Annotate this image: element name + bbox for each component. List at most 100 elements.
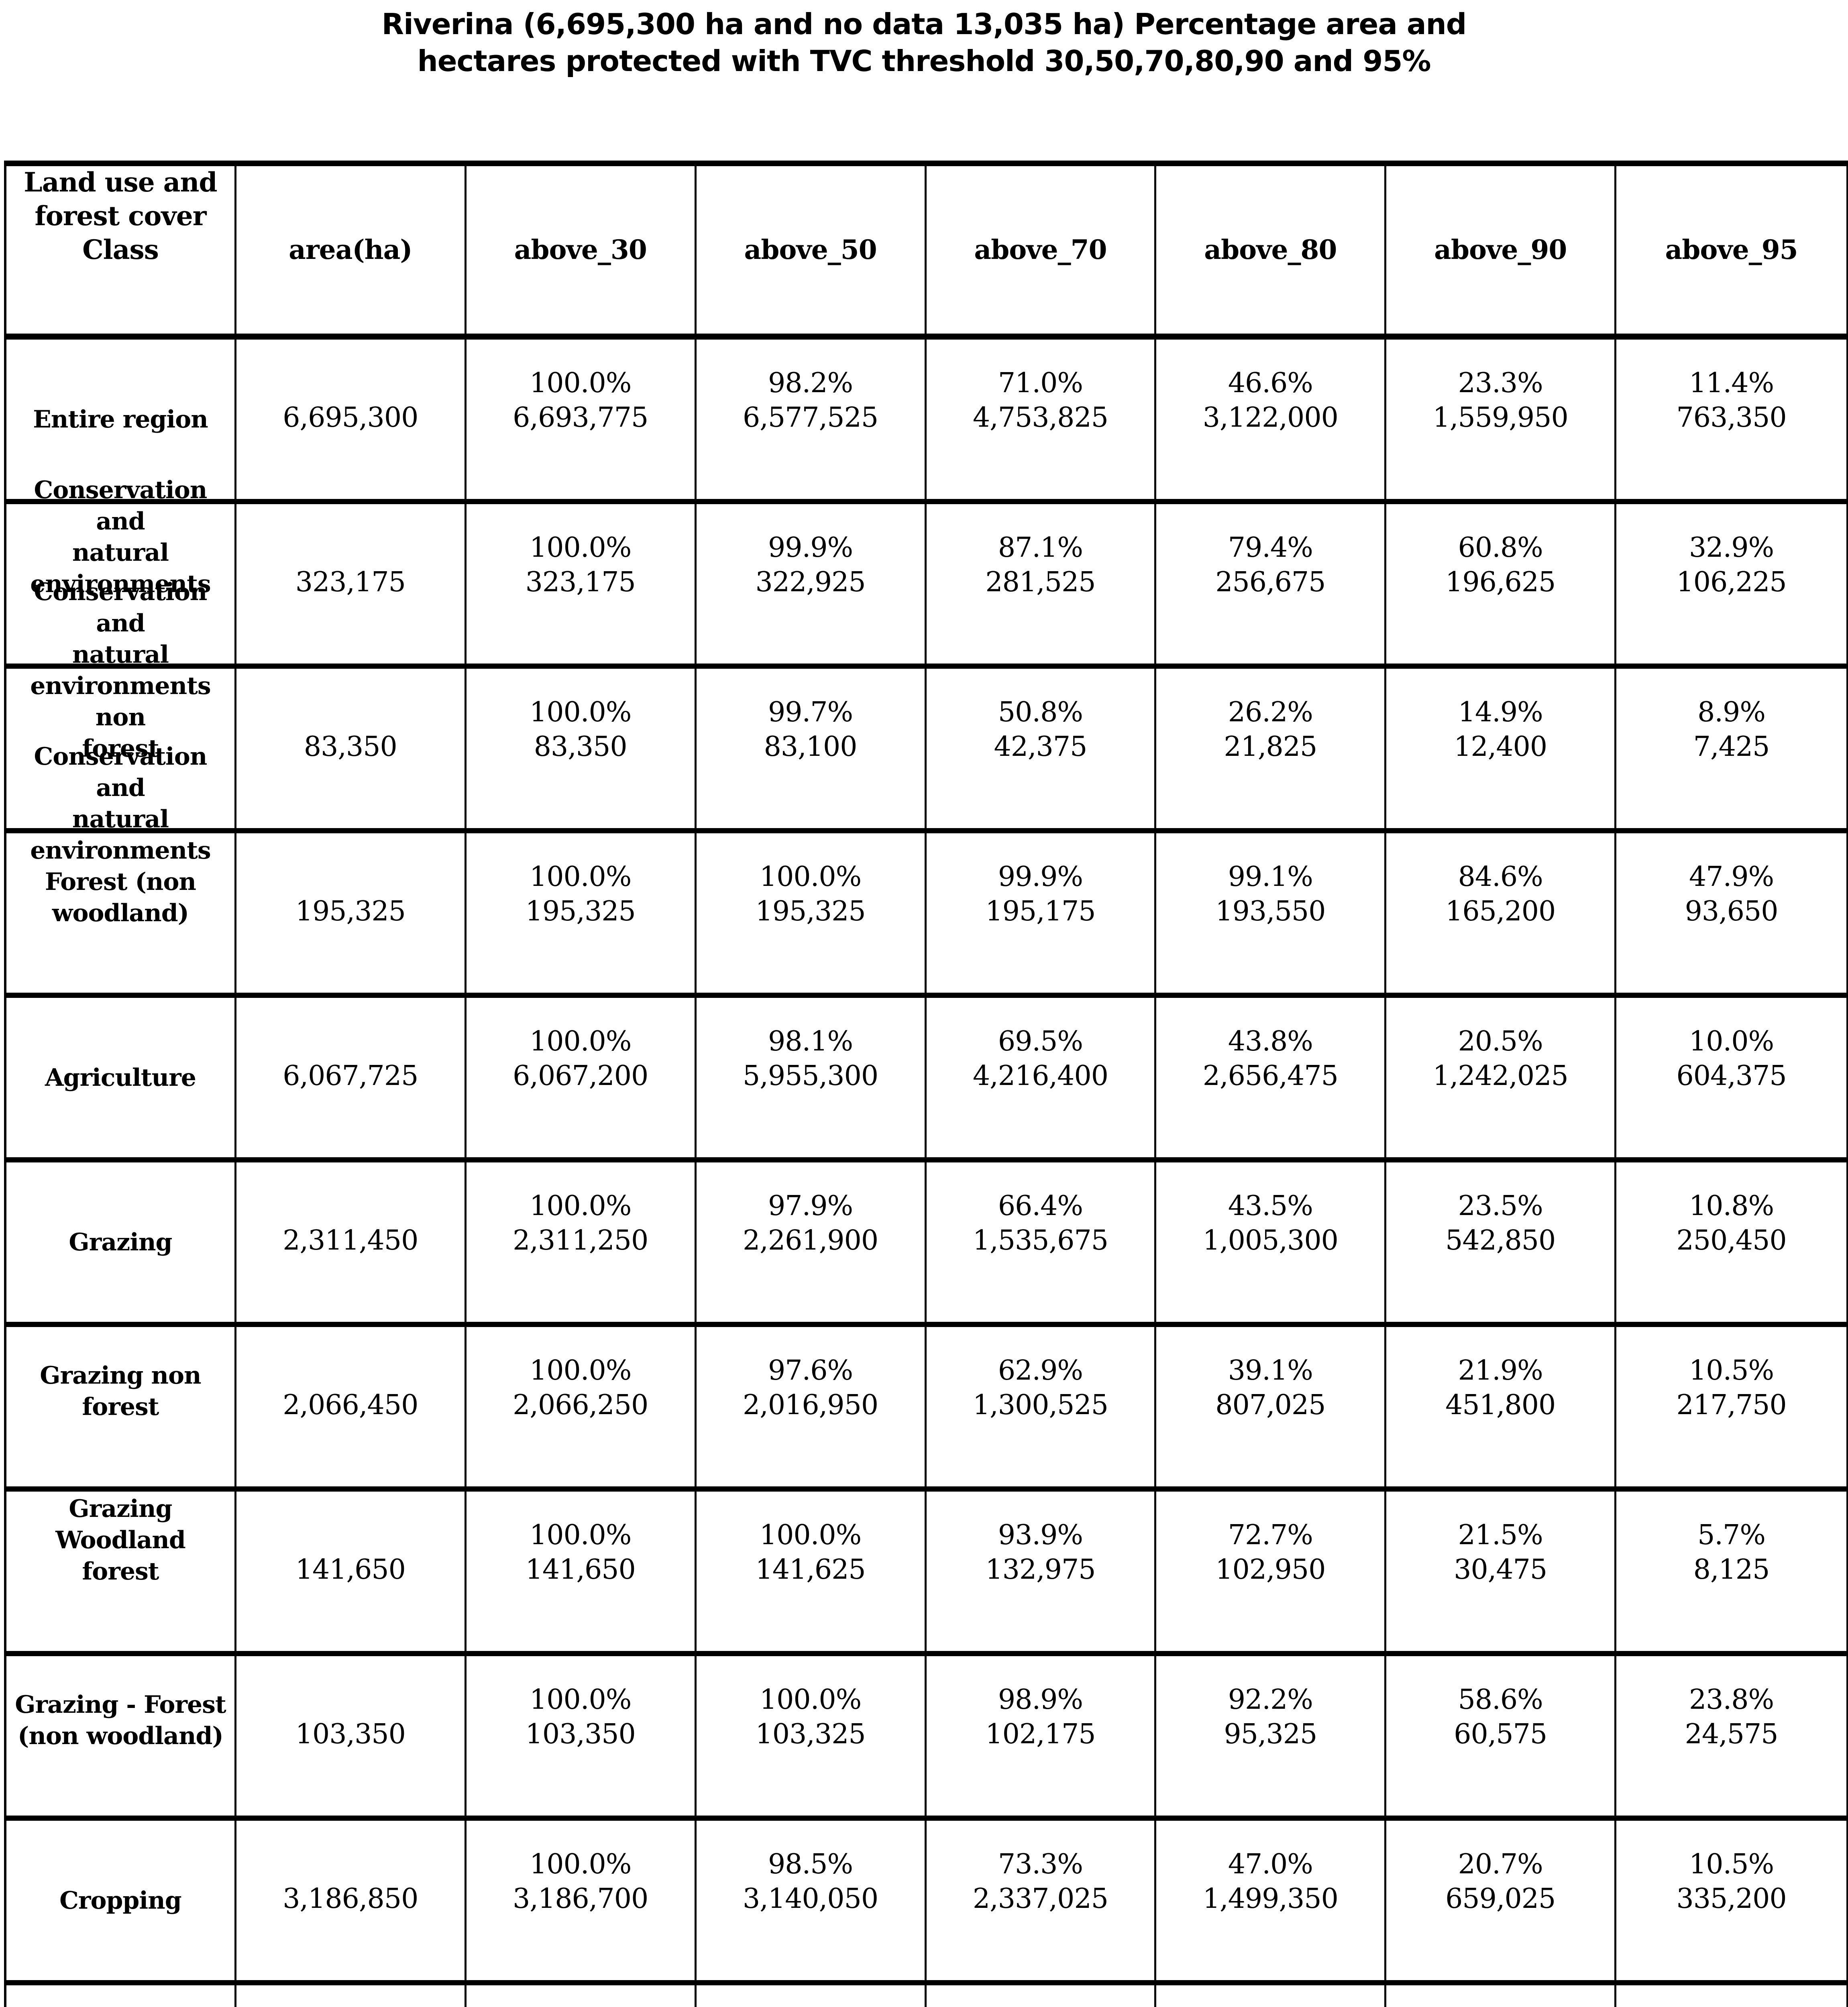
percent-value: 10.8% <box>1689 1190 1774 1222</box>
threshold-cell-above-70: 98.9% 102,175 <box>926 1656 1157 1821</box>
land-use-class-label: Agriculture <box>45 1064 196 1092</box>
percent-value: 100.0% <box>759 1519 862 1551</box>
hectares-value: 1,242,025 <box>1432 1060 1569 1092</box>
land-use-class-label: Conservation and natural environments no… <box>30 578 211 763</box>
threshold-cell-above-50: 100.0% 141,625 <box>696 1492 927 1656</box>
threshold-cell-above-30: 100.0% 323,175 <box>466 504 697 669</box>
land-use-class-label: Conservation and natural environments Fo… <box>30 743 211 928</box>
percent-value: 100.0% <box>530 1519 632 1551</box>
hectares-value: 1,499,350 <box>1202 1883 1339 1915</box>
hectares-value: 2,261,900 <box>743 1225 878 1257</box>
percent-value: 100.0% <box>530 861 632 893</box>
percent-value: 98.1% <box>768 1026 853 1058</box>
hectares-value: 141,650 <box>525 1554 636 1586</box>
threshold-cell-above-95: 5.7% 8,125 <box>1616 1492 1846 1656</box>
percent-value: 32.9% <box>1689 532 1774 564</box>
percent-value: 47.0% <box>1228 1848 1313 1881</box>
percent-value: 99.9% <box>998 861 1083 893</box>
threshold-cell-above-90: 23.5% 542,850 <box>1386 1162 1617 1327</box>
column-header-class: Land use and forest cover Class <box>6 166 236 340</box>
land-use-class-cell: Grazing non forest <box>6 1327 236 1492</box>
threshold-cell-above-95: 3.3%18,600 <box>1616 1985 1846 2007</box>
percent-value: 97.9% <box>768 1190 853 1222</box>
hectares-value: 1,559,950 <box>1432 402 1569 434</box>
threshold-cell-above-90: 14.9% 12,400 <box>1386 669 1617 833</box>
percent-value: 43.5% <box>1228 1190 1313 1222</box>
area-ha-value: 2,066,450 <box>283 1389 418 1421</box>
hectares-value: 3,186,700 <box>513 1883 648 1915</box>
hectares-value: 335,200 <box>1676 1883 1787 1915</box>
area-ha-cell: 103,350 <box>236 1656 467 1821</box>
percent-value: 84.6% <box>1458 861 1543 893</box>
percent-value: 100.0% <box>759 1684 862 1716</box>
percent-value: 21.5% <box>1458 1519 1543 1551</box>
threshold-cell-above-70: 73.3% 2,337,025 <box>926 1821 1157 1985</box>
hectares-value: 6,067,200 <box>513 1060 648 1092</box>
area-ha-cell: 195,325 <box>236 833 467 998</box>
threshold-cell-above-70: 93.9% 132,975 <box>926 1492 1157 1656</box>
percent-value: 100.0% <box>759 861 862 893</box>
column-header-above-95: above_95 <box>1616 166 1846 340</box>
land-use-class-label: Grazing Woodland forest <box>55 1495 186 1586</box>
threshold-cell-above-30: 100.0% 141,650 <box>466 1492 697 1656</box>
hectares-value: 217,750 <box>1676 1389 1787 1421</box>
percent-value: 97.6% <box>768 1355 853 1387</box>
percent-value: 5.7% <box>1697 1519 1766 1551</box>
hectares-value: 3,122,000 <box>1202 402 1339 434</box>
threshold-cell-above-95: 10.0% 604,375 <box>1616 998 1846 1162</box>
land-use-class-label: Grazing non forest <box>40 1362 201 1421</box>
percent-value: 99.9% <box>768 532 853 564</box>
land-use-class-cell: Grazing - Forest (non woodland) <box>6 1656 236 1821</box>
hectares-value: 8,125 <box>1693 1554 1770 1586</box>
area-ha-value: 6,695,300 <box>283 402 418 434</box>
threshold-cell-above-30: 100.0%567,425 <box>467 1985 697 2007</box>
hectares-value: 2,337,025 <box>972 1883 1108 1915</box>
threshold-cell-above-90: 60.8% 196,625 <box>1386 504 1617 669</box>
threshold-cell-above-80: 46.6% 3,122,000 <box>1156 340 1387 504</box>
land-use-class-label: Grazing <box>69 1228 172 1257</box>
land-use-class-label: Grazing - Forest (non woodland) <box>15 1691 226 1751</box>
threshold-cell-above-95: 32.9% 106,225 <box>1616 504 1846 669</box>
threshold-cell-above-80: 92.2% 95,325 <box>1156 1656 1387 1821</box>
hectares-value: 281,525 <box>985 566 1096 598</box>
percent-value: 100.0% <box>530 367 632 399</box>
percent-value: 69.5% <box>998 1026 1083 1058</box>
area-ha-value: 83,350 <box>304 731 397 763</box>
hectares-value: 102,950 <box>1215 1554 1326 1586</box>
percent-value: 72.7% <box>1228 1519 1313 1551</box>
area-ha-cell: 3,186,850 <box>236 1821 467 1985</box>
threshold-cell-above-30: 100.0% 6,693,775 <box>466 340 697 504</box>
column-header-above-90: above_90 <box>1386 166 1617 340</box>
percent-value: 99.1% <box>1228 861 1313 893</box>
land-use-class-cell: Conservation and natural environments Fo… <box>6 743 236 998</box>
threshold-cell-above-95: 47.9% 93,650 <box>1616 833 1846 998</box>
threshold-cell-above-30: 100.0% 6,067,200 <box>466 998 697 1162</box>
threshold-cell-above-50: 98.2% 6,577,525 <box>696 340 927 504</box>
percent-value: 20.5% <box>1458 1026 1543 1058</box>
percent-value: 98.2% <box>768 367 853 399</box>
percent-value: 98.9% <box>998 1684 1083 1716</box>
hectares-value: 141,625 <box>755 1554 866 1586</box>
threshold-cell-above-80: 26.6%150,850 <box>1156 1985 1387 2007</box>
threshold-cell-above-90: 20.7% 659,025 <box>1386 1821 1617 1985</box>
threshold-cell-above-80: 72.7% 102,950 <box>1156 1492 1387 1656</box>
threshold-cell-above-95: 10.5% 335,200 <box>1616 1821 1846 1985</box>
threshold-cell-above-80: 99.1% 193,550 <box>1156 833 1387 998</box>
land-use-class-cell: Conservation and natural environments <box>6 476 236 669</box>
hectares-value: 2,311,250 <box>513 1225 648 1257</box>
percent-value: 98.5% <box>768 1848 853 1881</box>
area-ha-cell: 323,175 <box>236 504 467 669</box>
area-ha-cell: 141,650 <box>236 1492 467 1656</box>
hectares-value: 21,825 <box>1224 731 1317 763</box>
threshold-cell-above-30: 100.0% 3,186,700 <box>466 1821 697 1985</box>
percent-value: 58.6% <box>1458 1684 1543 1716</box>
percent-value: 11.4% <box>1689 367 1774 399</box>
threshold-cell-above-95: 8.9% 7,425 <box>1616 669 1846 833</box>
hectares-value: 5,955,300 <box>743 1060 878 1092</box>
hectares-value: 604,375 <box>1676 1060 1787 1092</box>
hectares-value: 195,175 <box>985 896 1096 928</box>
land-use-class-cell: Irrigation <box>6 1985 236 2007</box>
land-use-class-cell: Cropping <box>6 1821 236 1985</box>
land-use-class-cell: Grazing Woodland forest <box>6 1492 236 1656</box>
column-header-above-80: above_80 <box>1156 166 1387 340</box>
